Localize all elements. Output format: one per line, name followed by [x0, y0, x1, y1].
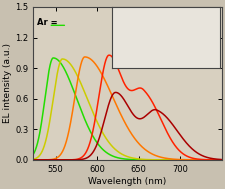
X-axis label: Wavelength (nm): Wavelength (nm) [88, 177, 166, 186]
Y-axis label: EL intensity (a.u.): EL intensity (a.u.) [3, 43, 12, 123]
Text: Ar =: Ar = [37, 18, 58, 27]
